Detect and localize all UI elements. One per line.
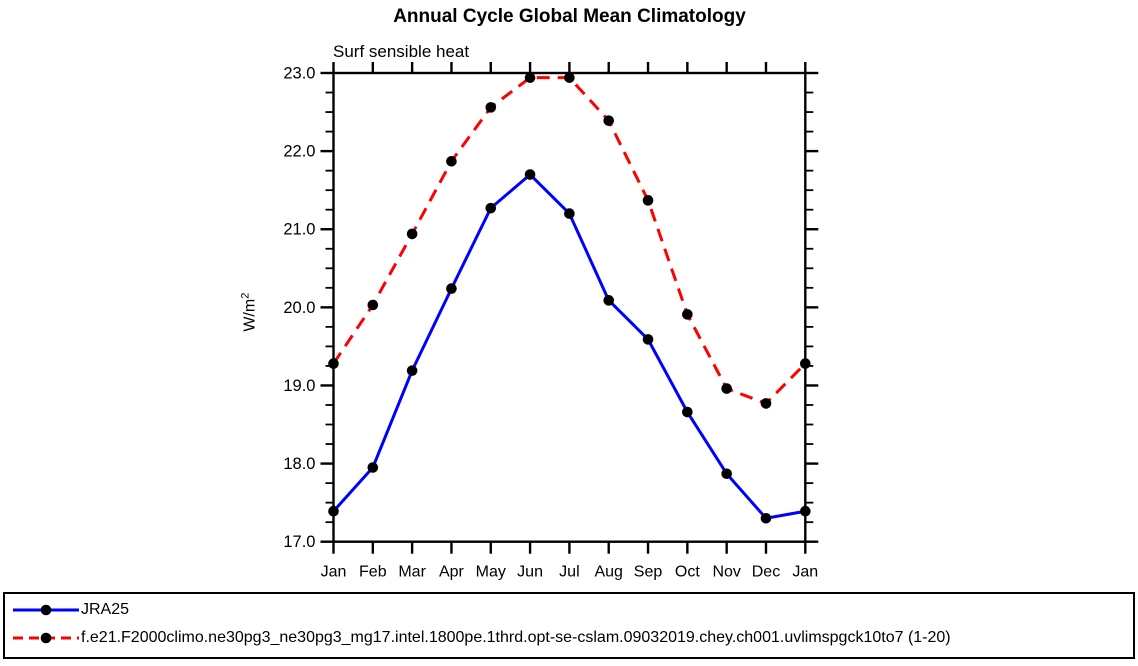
data-point-marker (367, 462, 379, 473)
data-point-marker (406, 228, 418, 240)
y-tick-label: 20.0 (283, 299, 315, 317)
data-point-marker (642, 334, 654, 345)
data-point-marker (800, 358, 811, 369)
x-tick-label: Jan (321, 564, 347, 581)
y-tick-label: 18.0 (283, 455, 315, 473)
data-point-marker (406, 365, 418, 376)
chart-subtitle: Surf sensible heat (333, 42, 470, 61)
legend-row-jra25: JRA25 (5, 596, 1133, 624)
data-point-marker (524, 169, 536, 180)
x-tick-label: Nov (712, 564, 740, 581)
data-point-marker (564, 208, 575, 219)
legend-sample-marker (40, 604, 52, 616)
x-tick-label: Apr (439, 564, 465, 581)
legend-sample-marker (40, 632, 52, 644)
data-point-marker (721, 383, 732, 394)
legend-label-jra25: JRA25 (81, 601, 130, 618)
data-point-marker (485, 202, 497, 214)
data-point-marker (682, 406, 693, 418)
x-tick-label: Jan (792, 564, 818, 581)
series-line-1 (332, 76, 807, 405)
x-tick-label: Mar (398, 564, 426, 581)
y-tick-label: 17.0 (283, 533, 315, 551)
x-tick-label: Jun (517, 564, 543, 581)
y-tick-label: 21.0 (283, 221, 315, 239)
x-tick-label: Dec (752, 564, 780, 581)
data-point-marker (603, 295, 615, 306)
data-point-marker (760, 398, 772, 409)
y-axis-label-base: W/m (241, 298, 259, 332)
x-tick-label: Sep (634, 564, 663, 581)
annual-cycle-chart: 17.0 18.0 19.0 20.0 21.0 22.0 23.0 Jan Feb Mar Apr… (283, 62, 819, 581)
y-axis-label-exponent: 2 (239, 292, 252, 299)
data-point-marker (603, 115, 615, 126)
y-tick-label: 19.0 (283, 377, 315, 395)
data-point-marker (446, 155, 457, 167)
x-tick-label: Feb (359, 564, 387, 581)
data-point-marker (760, 512, 772, 524)
data-point-marker (642, 195, 654, 206)
plot-frame (332, 71, 807, 543)
y-tick-label: 23.0 (283, 65, 315, 83)
y-axis-label: W/m2 (239, 293, 259, 332)
x-tick-label: Aug (594, 564, 622, 581)
data-point-marker (328, 358, 339, 369)
chart-title: Annual Cycle Global Mean Climatology (393, 6, 746, 27)
series-line-0 (332, 173, 806, 520)
legend-label-model: f.e21.F2000climo.ne30pg3_ne30pg3_mg17.in… (81, 629, 951, 646)
legend-line-sample-model (13, 632, 79, 644)
x-tick-label: May (476, 564, 506, 581)
data-point-marker (721, 468, 732, 480)
data-point-marker (485, 102, 497, 113)
data-point-marker (367, 299, 379, 311)
x-tick-label: Oct (675, 564, 700, 581)
legend-box: JRA25 f.e21.F2000climo.ne30pg3_ne30pg3_m… (3, 592, 1135, 659)
data-point-marker (328, 505, 339, 517)
data-point-marker (564, 72, 575, 83)
data-point-marker (682, 309, 693, 320)
legend-row-model: f.e21.F2000climo.ne30pg3_ne30pg3_mg17.in… (5, 624, 1133, 652)
x-tick-label: Jul (559, 564, 579, 581)
y-tick-label: 22.0 (283, 143, 315, 161)
data-point-marker (800, 505, 811, 517)
legend-line-sample-jra25 (13, 604, 79, 616)
data-point-marker (524, 72, 536, 83)
data-point-marker (446, 283, 457, 294)
